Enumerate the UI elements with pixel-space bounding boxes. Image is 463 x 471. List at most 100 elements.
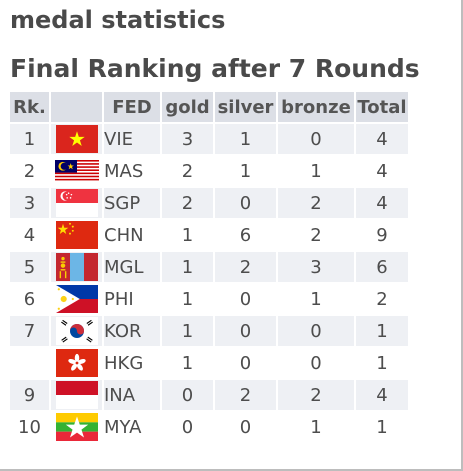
table-header-row: Rk. FED gold silver bronze Total [10, 92, 408, 122]
total-cell: 1 [356, 348, 408, 378]
sgp-flag-icon [55, 189, 98, 217]
flag-cell [51, 124, 102, 154]
gold-cell: 0 [162, 412, 213, 442]
rank-cell: 10 [10, 412, 49, 442]
bronze-cell: 1 [278, 412, 354, 442]
header-flag [51, 92, 102, 122]
federation-cell[interactable]: HKG [104, 348, 160, 378]
federation-cell[interactable]: KOR [104, 316, 160, 346]
total-cell: 4 [356, 188, 408, 218]
bronze-cell: 0 [278, 348, 354, 378]
rank-cell: 2 [10, 156, 49, 186]
table-row: 7 [10, 316, 408, 346]
ina-flag-icon [55, 381, 98, 409]
header-total[interactable]: Total [356, 92, 408, 122]
table-row: 9 INA 0 2 2 4 [10, 380, 408, 410]
bronze-cell: 2 [278, 220, 354, 250]
gold-cell: 1 [162, 348, 213, 378]
flag-cell [51, 380, 102, 410]
bronze-cell: 1 [278, 284, 354, 314]
bronze-cell: 2 [278, 380, 354, 410]
hkg-flag-icon [55, 349, 98, 377]
total-cell: 4 [356, 156, 408, 186]
gold-cell: 1 [162, 252, 213, 282]
federation-cell[interactable]: MGL [104, 252, 160, 282]
federation-cell[interactable]: SGP [104, 188, 160, 218]
gold-cell: 1 [162, 316, 213, 346]
ranking-subtitle: Final Ranking after 7 Rounds [10, 54, 420, 83]
gold-cell: 2 [162, 188, 213, 218]
rank-cell: 5 [10, 252, 49, 282]
total-cell: 1 [356, 412, 408, 442]
header-bronze[interactable]: bronze [278, 92, 354, 122]
header-fed[interactable]: FED [104, 92, 160, 122]
total-cell: 4 [356, 380, 408, 410]
silver-cell: 6 [215, 220, 276, 250]
bronze-cell: 2 [278, 188, 354, 218]
flag-cell [51, 284, 102, 314]
rank-cell: 1 [10, 124, 49, 154]
federation-cell[interactable]: VIE [104, 124, 160, 154]
chn-flag-icon [55, 221, 98, 249]
table-row: 4 CHN 1 6 2 9 [10, 220, 408, 250]
rank-cell: 3 [10, 188, 49, 218]
total-cell: 4 [356, 124, 408, 154]
silver-cell: 2 [215, 380, 276, 410]
federation-cell[interactable]: PHI [104, 284, 160, 314]
table-row: HKG 1 0 0 1 [10, 348, 408, 378]
silver-cell: 0 [215, 188, 276, 218]
federation-cell[interactable]: CHN [104, 220, 160, 250]
bronze-cell: 3 [278, 252, 354, 282]
bronze-cell: 0 [278, 124, 354, 154]
silver-cell: 0 [215, 348, 276, 378]
federation-cell[interactable]: MYA [104, 412, 160, 442]
flag-cell [51, 316, 102, 346]
silver-cell: 1 [215, 156, 276, 186]
table-row: 6 PHI 1 0 1 2 [10, 284, 408, 314]
mya-flag-icon [55, 413, 98, 441]
gold-cell: 1 [162, 220, 213, 250]
silver-cell: 0 [215, 412, 276, 442]
silver-cell: 0 [215, 284, 276, 314]
gold-cell: 2 [162, 156, 213, 186]
rank-cell: 7 [10, 316, 49, 346]
total-cell: 1 [356, 316, 408, 346]
bronze-cell: 0 [278, 316, 354, 346]
medal-table: Rk. FED gold silver bronze Total 1 VIE [8, 90, 410, 444]
header-rank[interactable]: Rk. [10, 92, 49, 122]
page-title: medal statistics [10, 6, 226, 34]
federation-cell[interactable]: INA [104, 380, 160, 410]
rank-cell: 9 [10, 380, 49, 410]
header-silver[interactable]: silver [215, 92, 276, 122]
total-cell: 2 [356, 284, 408, 314]
header-gold[interactable]: gold [162, 92, 213, 122]
gold-cell: 3 [162, 124, 213, 154]
table-row: 10 MYA 0 0 1 1 [10, 412, 408, 442]
flag-cell [51, 252, 102, 282]
flag-cell [51, 412, 102, 442]
gold-cell: 0 [162, 380, 213, 410]
table-row: 5 MGL 1 2 3 [10, 252, 408, 282]
flag-cell [51, 348, 102, 378]
flag-cell [51, 188, 102, 218]
phi-flag-icon [55, 285, 98, 313]
rank-cell: 6 [10, 284, 49, 314]
rank-cell: 4 [10, 220, 49, 250]
gold-cell: 1 [162, 284, 213, 314]
federation-cell[interactable]: MAS [104, 156, 160, 186]
table-row: 3 SGP 2 0 2 [10, 188, 408, 218]
vie-flag-icon [55, 125, 98, 153]
silver-cell: 1 [215, 124, 276, 154]
mas-flag-icon [54, 160, 99, 182]
mgl-flag-icon [55, 253, 98, 281]
bronze-cell: 1 [278, 156, 354, 186]
rank-cell [10, 348, 49, 378]
table-row: 2 [10, 156, 408, 186]
kor-flag-icon [55, 317, 98, 345]
flag-cell [51, 156, 102, 186]
table-row: 1 VIE 3 1 0 4 [10, 124, 408, 154]
total-cell: 9 [356, 220, 408, 250]
total-cell: 6 [356, 252, 408, 282]
flag-cell [51, 220, 102, 250]
